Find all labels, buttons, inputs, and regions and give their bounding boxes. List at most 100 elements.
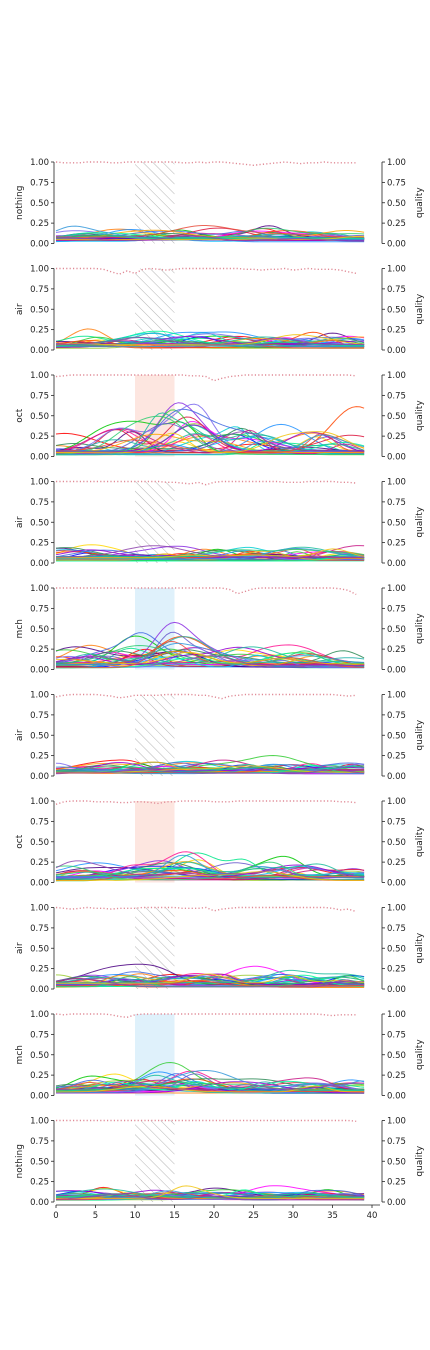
right-y-tick-label: 0.75: [387, 285, 406, 295]
right-y-tick-label: 0.25: [387, 645, 406, 655]
right-y-tick-label: 0.00: [387, 879, 406, 889]
left-y-tick-label: 1.00: [30, 797, 49, 807]
right-y-tick-label: 0.50: [387, 625, 406, 635]
right-y-tick-label: 0.50: [387, 1051, 406, 1061]
left-y-tick-label: 0.25: [30, 752, 49, 762]
right-y-tick-label: 0.00: [387, 453, 406, 463]
left-y-label: air: [15, 303, 25, 315]
left-y-label: nothing: [15, 1144, 25, 1178]
left-y-tick-label: 0.50: [30, 731, 49, 741]
left-y-tick-label: 0.50: [30, 625, 49, 635]
response-trace: [56, 1085, 365, 1093]
quality-series: [55, 1013, 357, 1019]
quality-series: [55, 374, 357, 382]
response-trace: [55, 860, 365, 878]
x-tick-label: 5: [93, 1211, 98, 1221]
response-trace: [56, 969, 365, 984]
right-y-tick-label: 0.75: [387, 1030, 406, 1040]
response-trace: [56, 1070, 365, 1093]
left-y-tick-label: 0.25: [30, 965, 49, 975]
response-trace: [56, 973, 365, 984]
right-y-tick-label: 0.00: [387, 666, 406, 676]
right-y-tick-label: 0.00: [387, 346, 406, 356]
left-y-tick-label: 0.25: [30, 858, 49, 868]
left-y-tick-label: 1.00: [30, 1010, 49, 1020]
response-trace: [56, 433, 365, 453]
x-tick-label: 40: [367, 1211, 378, 1221]
quality-series: [55, 800, 357, 805]
left-y-tick-label: 0.50: [30, 1157, 49, 1167]
left-y-tick-label: 0.00: [30, 559, 49, 569]
left-y-tick-label: 0.75: [30, 178, 49, 188]
quality-series: [56, 587, 357, 596]
subplot-7: 0.00 0.00 0.25 0.25 0.50 0.50 0.75 0.75 1.00 1.00…: [15, 797, 425, 889]
subplot-2: 0.00 0.00 0.25 0.25 0.50 0.50 0.75 0.75 1.00 1.00…: [15, 265, 425, 357]
left-y-tick-label: 0.00: [30, 240, 49, 250]
right-y-tick-label: 0.25: [387, 432, 406, 442]
stimulus-window: [135, 481, 175, 563]
right-y-tick-label: 0.50: [387, 199, 406, 209]
right-y-tick-label: 0.25: [387, 219, 406, 229]
right-y-tick-label: 0.75: [387, 817, 406, 827]
right-y-label: quality: [415, 293, 425, 324]
response-trace: [56, 548, 365, 559]
right-y-tick-label: 0.50: [387, 731, 406, 741]
right-y-label: quality: [415, 719, 425, 750]
left-y-tick-label: 0.50: [30, 412, 49, 422]
subplot-4: 0.00 0.00 0.25 0.25 0.50 0.50 0.75 0.75 1.00 1.00…: [15, 478, 425, 570]
quality-series: [56, 267, 357, 275]
left-y-tick-label: 0.00: [30, 346, 49, 356]
left-y-tick-label: 0.00: [30, 879, 49, 889]
right-y-tick-label: 0.00: [387, 772, 406, 782]
response-trace: [56, 434, 365, 455]
response-trace: [55, 1193, 365, 1201]
subplot-8: 0.00 0.00 0.25 0.25 0.50 0.50 0.75 0.75 1.00 1.00…: [15, 904, 425, 996]
response-trace: [55, 769, 365, 774]
quality-series: [55, 906, 357, 913]
left-y-tick-label: 0.75: [30, 711, 49, 721]
stimulus-window: [135, 907, 175, 989]
left-y-tick-label: 0.00: [30, 666, 49, 676]
response-trace: [56, 555, 365, 562]
left-y-label: air: [15, 516, 25, 528]
x-tick-label: 10: [130, 1211, 141, 1221]
response-trace: [55, 978, 365, 988]
quality-series: [55, 161, 357, 167]
subplot-1: 0.00 0.00 0.25 0.25 0.50 0.50 0.75 0.75 1.00 1.00…: [15, 158, 425, 250]
response-trace: [56, 642, 365, 665]
right-y-tick-label: 0.25: [387, 752, 406, 762]
x-tick-label: 20: [209, 1211, 220, 1221]
response-trace: [55, 655, 365, 666]
x-tick-label: 30: [288, 1211, 299, 1221]
right-y-tick-label: 0.00: [387, 559, 406, 569]
left-y-label: oct: [15, 408, 25, 422]
left-y-label: mch: [15, 619, 25, 638]
left-y-label: mch: [15, 1045, 25, 1064]
subplot-9: 0.00 0.00 0.25 0.25 0.50 0.50 0.75 0.75 1.00 1.00…: [15, 1010, 425, 1102]
right-y-tick-label: 0.00: [387, 1092, 406, 1102]
right-y-tick-label: 0.00: [387, 240, 406, 250]
response-trace: [56, 1185, 365, 1199]
stimulus-window: [135, 1120, 175, 1202]
subplot-6: 0.00 0.00 0.25 0.25 0.50 0.50 0.75 0.75 1.00 1.00…: [15, 691, 425, 783]
right-y-tick-label: 0.00: [387, 985, 406, 995]
left-y-tick-label: 1.00: [30, 371, 49, 381]
left-y-label: air: [15, 942, 25, 954]
response-trace: [55, 861, 365, 881]
x-tick-label: 15: [169, 1211, 180, 1221]
left-y-tick-label: 0.00: [30, 1092, 49, 1102]
left-y-tick-label: 0.50: [30, 944, 49, 954]
left-y-tick-label: 1.00: [30, 1117, 49, 1127]
subplot-5: 0.00 0.00 0.25 0.25 0.50 0.50 0.75 0.75 1.00 1.00…: [15, 584, 425, 676]
right-y-tick-label: 0.25: [387, 326, 406, 336]
right-y-tick-label: 0.25: [387, 539, 406, 549]
right-y-label: quality: [415, 1145, 425, 1176]
right-y-tick-label: 0.25: [387, 1178, 406, 1188]
right-y-tick-label: 0.50: [387, 305, 406, 315]
response-trace: [55, 336, 365, 345]
right-y-tick-label: 0.00: [387, 1198, 406, 1208]
right-y-tick-label: 1.00: [387, 1010, 406, 1020]
response-trace: [55, 403, 365, 453]
right-y-tick-label: 0.50: [387, 1157, 406, 1167]
